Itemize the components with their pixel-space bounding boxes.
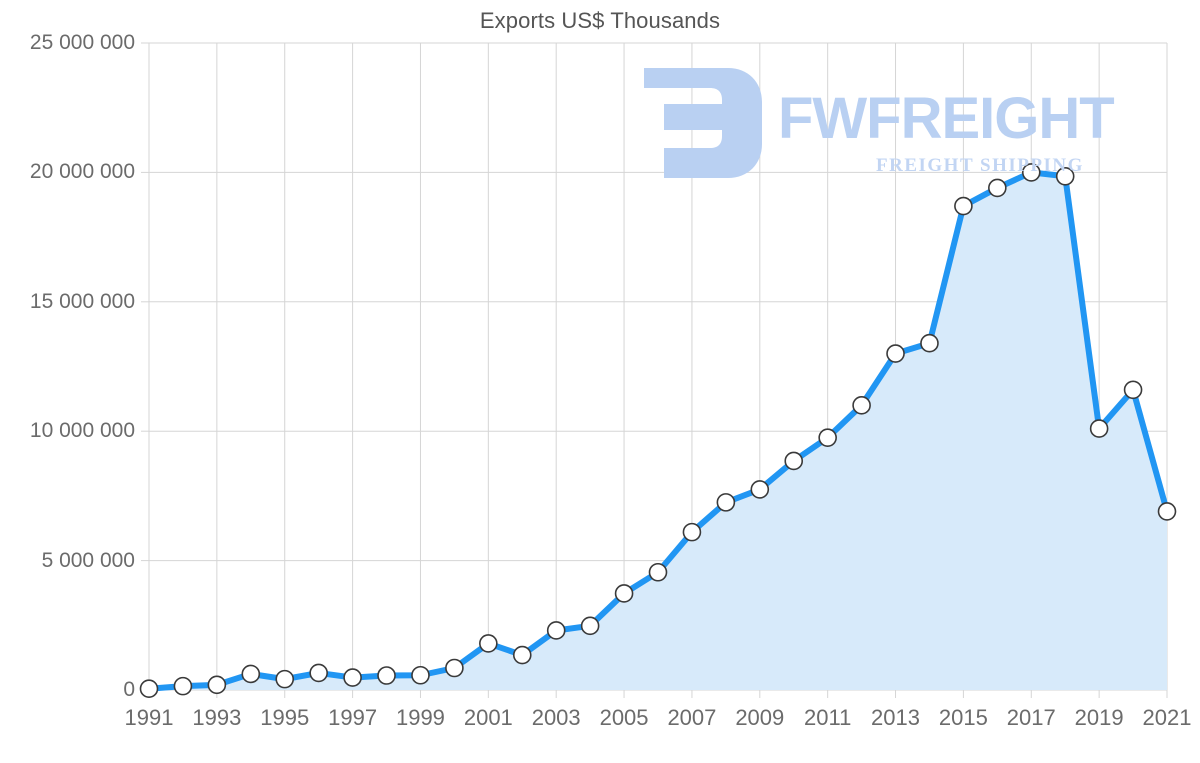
chart-data-point <box>512 645 532 665</box>
x-axis-tick-label: 2009 <box>735 705 785 730</box>
chart-data-point <box>1021 163 1041 182</box>
x-axis-tick-label: 2021 <box>1142 705 1192 730</box>
x-axis-tick-label: 2001 <box>463 705 513 730</box>
chart-data-point <box>852 396 871 415</box>
x-axis-tick-label: 2019 <box>1074 705 1124 730</box>
y-axis-tick-label: 20 000 000 <box>29 160 135 184</box>
chart-data-point <box>988 178 1007 198</box>
y-axis-tick-label: 0 <box>123 678 135 701</box>
x-axis-tick-label: 2013 <box>871 705 921 730</box>
chart-title: Exports US$ Thousands <box>479 8 721 33</box>
x-axis-tick-label: 1999 <box>395 705 445 730</box>
chart-data-point <box>241 664 261 684</box>
chart-data-point <box>648 562 668 582</box>
chart-data-point <box>614 584 634 603</box>
x-axis-tick-label: 2007 <box>667 705 717 730</box>
x-axis-tick-label: 2003 <box>531 705 581 730</box>
chart-data-point <box>1055 166 1075 186</box>
chart-data-point <box>377 666 396 685</box>
chart-data-point <box>920 333 939 353</box>
x-axis-tick-label: 1993 <box>192 705 242 730</box>
y-axis-tick-label: 10 000 000 <box>29 419 135 443</box>
chart-data-point <box>1089 419 1109 438</box>
x-axis-tick-label: 2015 <box>938 705 988 730</box>
chart-data-point <box>784 451 804 471</box>
x-axis-tick-label: 1991 <box>124 705 174 730</box>
x-axis-tick-label: 1997 <box>328 705 378 730</box>
chart-data-point <box>173 676 193 696</box>
x-axis-tick-label: 2005 <box>599 705 649 730</box>
x-axis-tick-label: 1995 <box>260 705 310 730</box>
chart-data-point <box>818 428 837 447</box>
chart-data-point <box>445 658 464 678</box>
chart-data-point <box>479 634 498 653</box>
chart-data-point <box>580 616 600 636</box>
chart-data-point <box>750 480 770 499</box>
chart-data-point <box>343 668 362 687</box>
y-axis-tick-label: 5 000 000 <box>41 548 135 572</box>
chart-data-point <box>207 675 227 695</box>
chart-data-point <box>309 663 328 683</box>
chart-data-point <box>1123 380 1143 400</box>
chart-data-point <box>886 344 905 363</box>
chart-area-fill <box>149 172 1167 690</box>
chart-data-point <box>954 196 973 216</box>
x-axis-tick-label: 2017 <box>1006 705 1056 730</box>
chart-data-point <box>411 665 430 685</box>
chart-data-point <box>1157 502 1177 521</box>
x-axis-tick-label: 2011 <box>804 705 852 730</box>
chart-data-point <box>682 522 702 542</box>
chart-data-point <box>546 621 566 640</box>
chart-data-point-markers <box>139 163 1177 699</box>
chart-data-point <box>139 679 159 699</box>
y-axis-tick-label: 25 000 000 <box>29 31 135 54</box>
y-axis-tick-label: 15 000 000 <box>29 289 135 313</box>
chart-data-point <box>275 669 295 689</box>
chart-data-point <box>716 493 736 512</box>
